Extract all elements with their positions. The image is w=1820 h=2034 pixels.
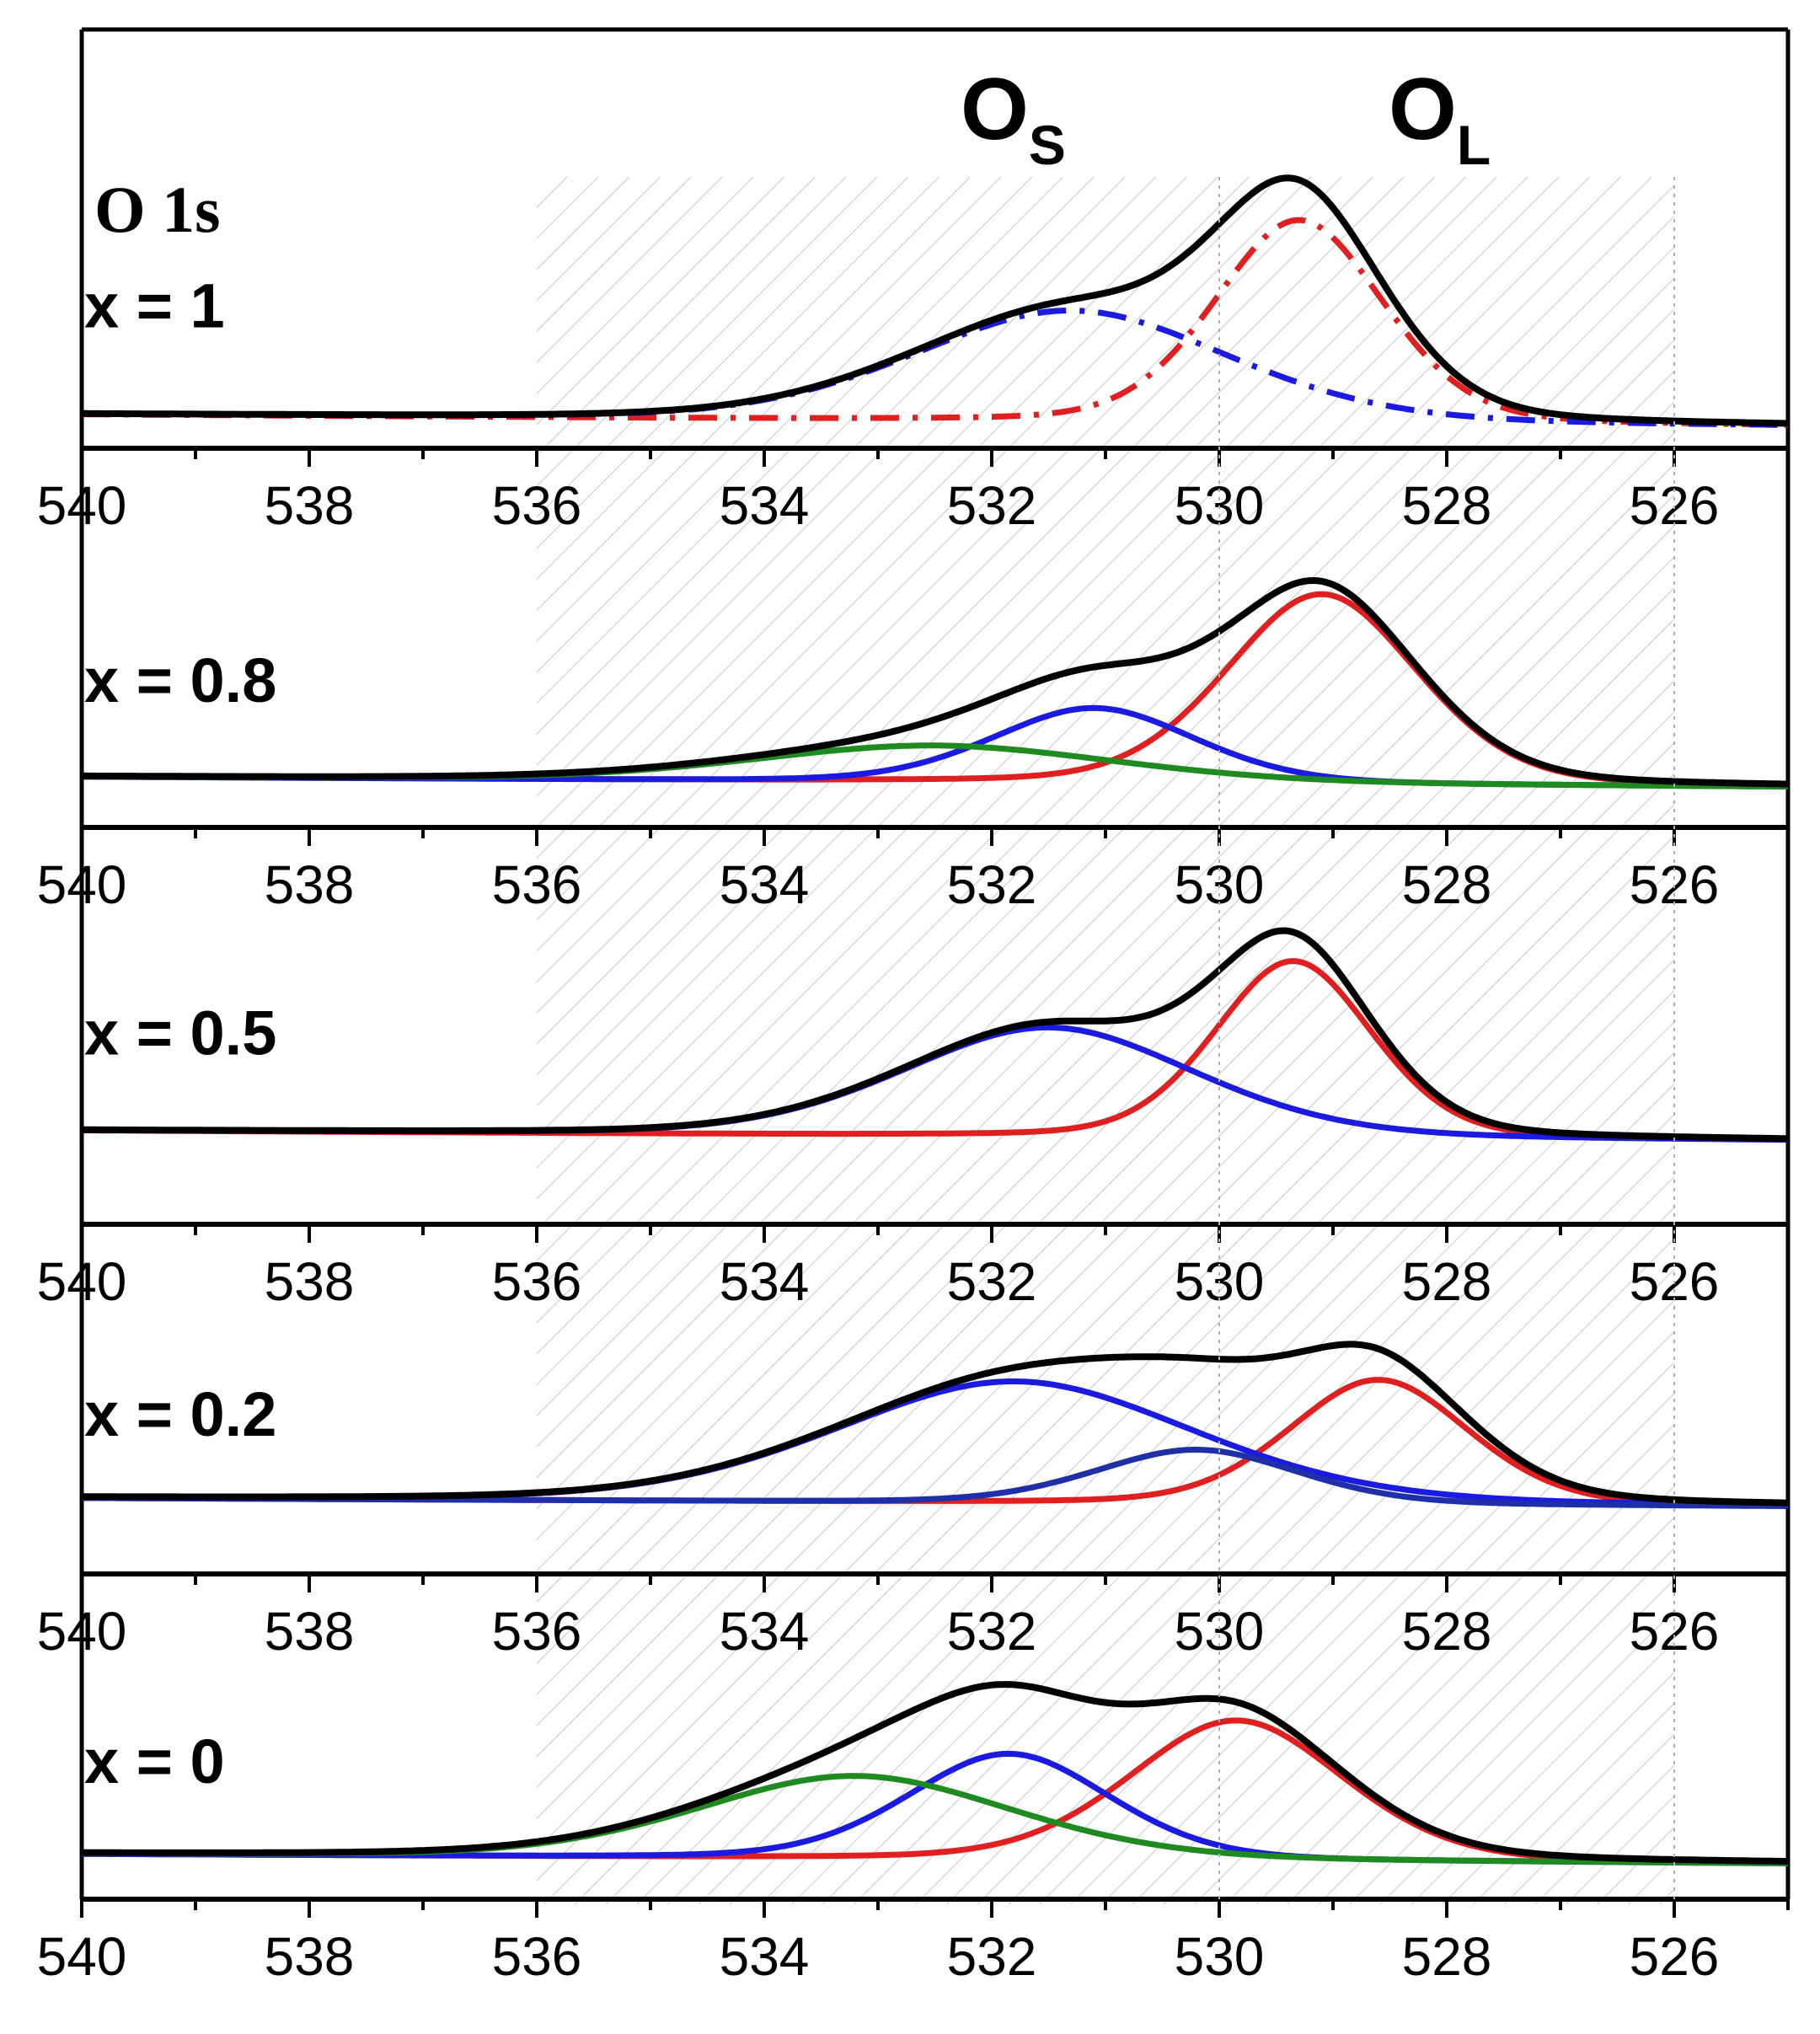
tick-label: 534 xyxy=(720,1926,810,1987)
tick-label: 538 xyxy=(265,1926,355,1987)
tick-label: 538 xyxy=(265,854,355,915)
envelope-curve xyxy=(82,577,1788,788)
tick-label: 530 xyxy=(1175,1926,1265,1987)
hatched-region xyxy=(537,177,1674,1904)
tick-label: 528 xyxy=(1402,475,1492,536)
sample-label: x = 0 xyxy=(84,1726,225,1796)
tick-label: 538 xyxy=(265,1601,355,1662)
tick-label: 532 xyxy=(947,1926,1037,1987)
panels: 540 538 536 534 532 530 528 526 x = 1 540 538 536 53… xyxy=(37,27,1791,1987)
tick-label: 536 xyxy=(492,1926,582,1987)
tick-label: 534 xyxy=(720,854,810,915)
core-level-label: O 1s xyxy=(94,173,221,246)
tick-label: 532 xyxy=(947,854,1037,915)
tick-label: 534 xyxy=(720,1601,810,1662)
tick-label: 536 xyxy=(492,475,582,536)
envelope-curve xyxy=(82,927,1789,1143)
envelope-curve xyxy=(82,1341,1789,1507)
sample-label: x = 1 xyxy=(84,270,225,340)
tick-label: 532 xyxy=(947,475,1037,536)
sample-label: x = 0.5 xyxy=(84,998,276,1068)
tick-label: 534 xyxy=(720,1251,810,1312)
sample-label: x = 0.8 xyxy=(84,645,276,715)
panel-5: 540 538 536 534 532 530 528 526 x = 0 xyxy=(37,1574,1791,1987)
tick-label: 532 xyxy=(947,1251,1037,1312)
shaded-region xyxy=(537,177,1674,1904)
tick-label: 532 xyxy=(947,1601,1037,1662)
tick-label: 526 xyxy=(1630,1926,1720,1987)
tick-label: 528 xyxy=(1402,1251,1492,1312)
tick-label: 540 xyxy=(37,1926,127,1987)
reference-lines xyxy=(1218,177,1675,1904)
envelope-curve xyxy=(82,1681,1789,1865)
tick-label: 528 xyxy=(1402,1601,1492,1662)
tick-label: 536 xyxy=(492,854,582,915)
sample-label: x = 0.2 xyxy=(84,1379,276,1449)
annotation-lattice-oxygen: OL xyxy=(1389,61,1491,176)
annotation-surface-oxygen: OS xyxy=(961,61,1066,176)
tick-label: 528 xyxy=(1402,854,1492,915)
tick-label: 538 xyxy=(265,475,355,536)
tick-label: 538 xyxy=(265,1251,355,1312)
tick-label: 536 xyxy=(492,1251,582,1312)
component-OL xyxy=(82,217,1788,428)
tick-label: 536 xyxy=(492,1601,582,1662)
envelope-curve xyxy=(82,174,1789,427)
tick-label: 528 xyxy=(1402,1926,1492,1987)
tick-label: 534 xyxy=(720,475,810,536)
